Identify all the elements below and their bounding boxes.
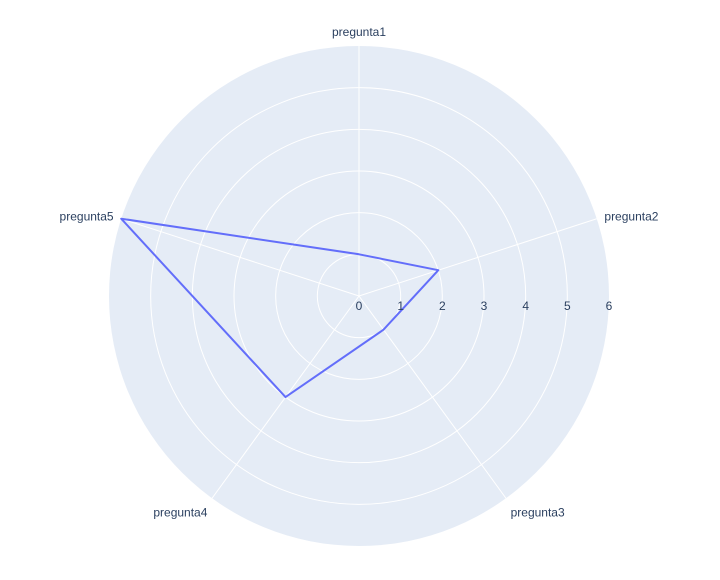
- radial-tick-label: 6: [606, 299, 613, 313]
- category-label-pregunta1: pregunta1: [332, 25, 386, 39]
- radial-tick-label: 4: [522, 299, 529, 313]
- angular-grid-line: [358, 218, 597, 297]
- category-labels: pregunta1 pregunta2 pregunta3 pregunta4 preg…: [60, 25, 659, 520]
- radial-tick-labels: 0 1 2 3 4 5 6: [356, 299, 613, 313]
- category-label-pregunta5: pregunta5: [60, 209, 114, 223]
- radial-tick-label: 0: [356, 299, 363, 313]
- angular-grid-line: [121, 218, 360, 297]
- radial-tick-label: 1: [397, 299, 404, 313]
- radial-tick-label: 5: [564, 299, 571, 313]
- category-label-pregunta2: pregunta2: [604, 209, 658, 223]
- radial-tick-label: 3: [481, 299, 488, 313]
- series-layer: [120, 217, 440, 399]
- radial-tick-label: 2: [439, 299, 446, 313]
- series-line: [120, 217, 440, 399]
- category-label-pregunta4: pregunta4: [153, 506, 207, 520]
- category-label-pregunta3: pregunta3: [511, 506, 565, 520]
